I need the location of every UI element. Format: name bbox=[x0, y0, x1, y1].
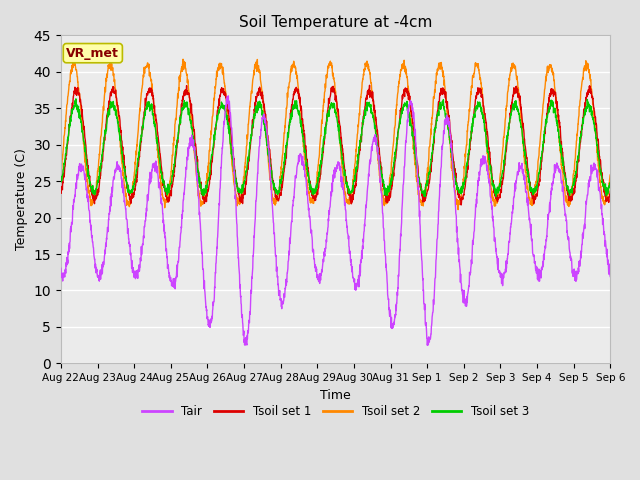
Title: Soil Temperature at -4cm: Soil Temperature at -4cm bbox=[239, 15, 432, 30]
Legend: Tair, Tsoil set 1, Tsoil set 2, Tsoil set 3: Tair, Tsoil set 1, Tsoil set 2, Tsoil se… bbox=[138, 401, 534, 423]
Text: VR_met: VR_met bbox=[67, 47, 119, 60]
X-axis label: Time: Time bbox=[320, 389, 351, 402]
Y-axis label: Temperature (C): Temperature (C) bbox=[15, 148, 28, 250]
